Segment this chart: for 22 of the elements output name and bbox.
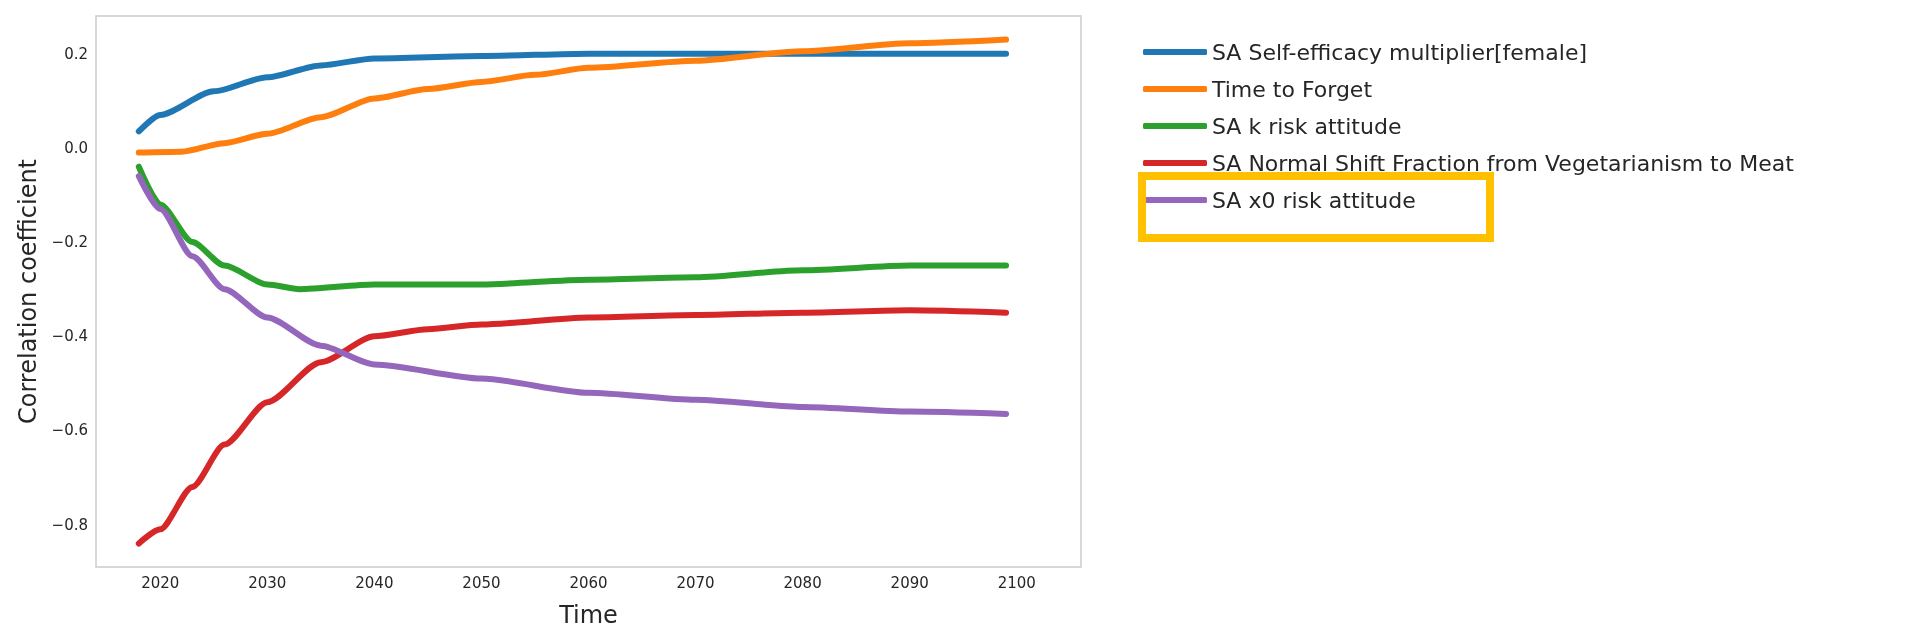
y-tick-label: −0.2	[51, 233, 88, 252]
y-tick-label: −0.6	[51, 421, 88, 440]
x-tick-label: 2100	[997, 573, 1036, 592]
legend-label: SA x0 risk attitude	[1212, 187, 1416, 213]
legend-label: SA Self-efficacy multiplier[female]	[1212, 39, 1587, 65]
x-tick-label: 2060	[569, 573, 608, 592]
x-tick-label: 2020	[141, 573, 180, 592]
x-tick-label: 2030	[248, 573, 287, 592]
x-tick-label: 2070	[676, 573, 715, 592]
legend-label: SA Normal Shift Fraction from Vegetarianism to Meat	[1212, 150, 1795, 176]
y-tick-label: −0.8	[51, 515, 88, 534]
legend-label: SA k risk attitude	[1212, 113, 1402, 139]
y-tick-label: 0.0	[64, 138, 88, 157]
y-tick-label: −0.4	[51, 327, 88, 346]
x-tick-label: 2080	[783, 573, 822, 592]
x-axis-title: Time	[558, 601, 618, 629]
x-tick-label: 2040	[355, 573, 394, 592]
y-tick-label: 0.2	[64, 44, 88, 63]
x-tick-label: 2050	[462, 573, 501, 592]
legend-label: Time to Forget	[1211, 76, 1373, 102]
y-axis-title: Correlation coefficient	[14, 158, 42, 425]
x-tick-label: 2090	[890, 573, 929, 592]
